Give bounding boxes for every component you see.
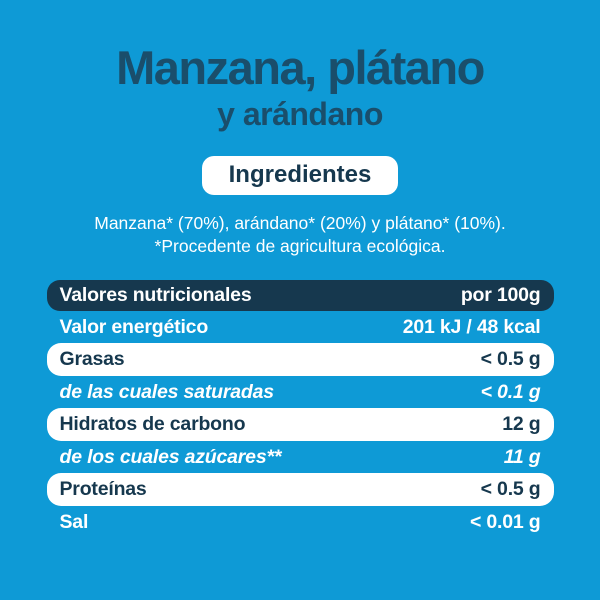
nutrition-row-label: Sal xyxy=(59,510,89,533)
ingredients-text: Manzana* (70%), arándano* (20%) y plátan… xyxy=(60,212,540,258)
nutrition-row-label: Hidratos de carbono xyxy=(59,413,246,436)
nutrition-table: Valores nutricionales por 100g Valor ene… xyxy=(46,279,554,539)
nutrition-row-value: < 0.5 g xyxy=(480,478,541,501)
nutrition-row-value: < 0.01 g xyxy=(470,510,541,533)
nutrition-row-value: 11 g xyxy=(503,445,541,468)
nutrition-row-label: de las cuales saturadas xyxy=(59,380,275,403)
ingredients-badge: Ingredientes xyxy=(201,156,399,195)
nutrition-row-value: 12 g xyxy=(502,413,541,436)
product-title-line1: Manzana, plátano xyxy=(116,41,485,94)
nutrition-row-carbohydrates: Hidratos de carbono 12 g xyxy=(46,408,554,441)
nutrition-row-value: 201 kJ / 48 kcal xyxy=(402,315,541,338)
nutrition-row-salt: Sal < 0.01 g xyxy=(47,506,554,539)
nutrition-row-label: Proteínas xyxy=(59,478,147,501)
nutrition-row-sugars: de los cuales azúcares** 11 g xyxy=(47,441,554,474)
nutrition-header-label: Valores nutricionales xyxy=(59,283,252,306)
ingredients-line1: Manzana* (70%), arándano* (20%) y plátan… xyxy=(94,212,506,233)
nutrition-row-value: < 0.5 g xyxy=(480,348,541,371)
nutrition-row-label: Valor energético xyxy=(59,315,209,338)
nutrition-table-header: Valores nutricionales por 100g xyxy=(46,279,554,311)
nutrition-row-saturated-fat: de las cuales saturadas < 0.1 g xyxy=(47,376,554,409)
product-title-line2: y arándano xyxy=(217,96,383,132)
nutrition-row-fat: Grasas < 0.5 g xyxy=(46,343,554,376)
nutrition-row-label: Grasas xyxy=(59,348,125,371)
nutrition-row-value: < 0.1 g xyxy=(480,380,541,403)
nutrition-row-protein: Proteínas < 0.5 g xyxy=(46,473,554,506)
nutrition-row-label: de los cuales azúcares** xyxy=(59,445,282,468)
ingredients-line2: *Procedente de agricultura ecológica. xyxy=(154,235,446,256)
nutrition-header-value: por 100g xyxy=(460,283,541,306)
nutrition-row-energy: Valor energético 201 kJ / 48 kcal xyxy=(47,311,554,344)
